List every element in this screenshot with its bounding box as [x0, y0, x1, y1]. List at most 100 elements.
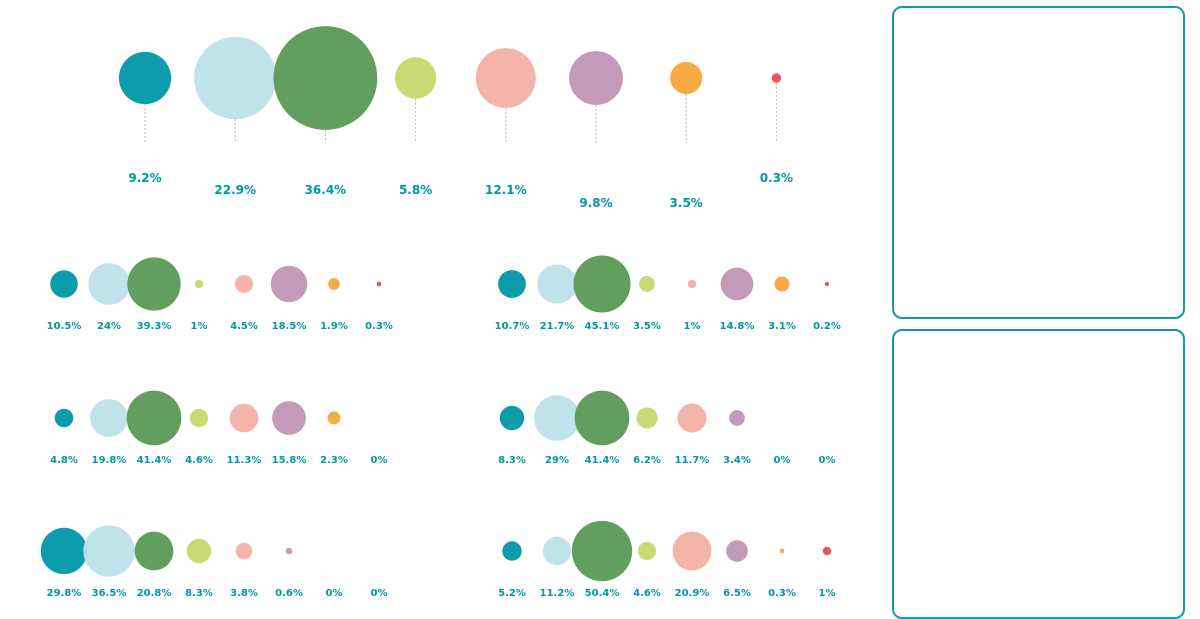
- small-bubble: [272, 401, 306, 435]
- main-bubble: [670, 61, 703, 95]
- bubble-chart-svg: 9.2% 22.9% 36.4% 5.8% 12.1% 9.8% 3.5% 0.3% 10.5%…: [40, 26, 841, 599]
- small-bubble-label: 1%: [684, 321, 701, 332]
- small-bubble: [83, 525, 135, 577]
- small-bubble: [774, 276, 790, 292]
- main-bubble-label: 5.8%: [399, 183, 432, 197]
- small-bubble-label: 4.6%: [633, 588, 661, 599]
- main-bubble-label: 0.3%: [760, 171, 793, 185]
- small-bubble-label: 6.2%: [633, 455, 661, 466]
- small-bubble-label: 36.5%: [92, 588, 127, 599]
- small-bubble: [779, 548, 785, 554]
- small-bubble: [639, 276, 655, 292]
- small-bubble: [285, 547, 293, 555]
- small-bubble-label: 50.4%: [585, 588, 620, 599]
- small-bubble: [498, 270, 526, 298]
- info-panel-top: [892, 6, 1185, 319]
- small-bubble: [54, 408, 74, 428]
- small-bubble: [327, 411, 341, 425]
- small-bubble-label: 5.2%: [498, 588, 526, 599]
- small-bubble: [502, 541, 522, 561]
- main-bubble: [394, 57, 437, 99]
- small-bubble-label: 3.5%: [633, 321, 661, 332]
- small-bubble-label: 4.6%: [185, 455, 213, 466]
- main-bubble-label: 9.8%: [579, 196, 612, 210]
- small-bubble: [574, 390, 630, 446]
- small-bubble-label: 3.1%: [768, 321, 796, 332]
- small-bubble-label: 45.1%: [585, 321, 620, 332]
- small-multiple-5: 29.8% 36.5% 20.8% 8.3% 3.8% 0.6% 0% 0%: [40, 525, 388, 599]
- main-bubble: [475, 48, 536, 108]
- small-bubble-label: 10.5%: [47, 321, 82, 332]
- small-bubble: [720, 267, 754, 301]
- small-bubble-label: 2.3%: [320, 455, 348, 466]
- small-multiple-6: 5.2% 11.2% 50.4% 4.6% 20.9% 6.5% 0.3% 1%: [498, 520, 835, 599]
- small-bubble-label: 3.4%: [723, 455, 751, 466]
- small-bubble-label: 0%: [774, 455, 791, 466]
- small-bubble: [270, 265, 308, 303]
- small-bubble: [40, 527, 88, 575]
- small-bubble: [186, 538, 212, 564]
- small-bubble: [677, 403, 707, 433]
- small-bubble: [234, 274, 254, 294]
- small-bubble-label: 21.7%: [540, 321, 575, 332]
- small-bubble-label: 8.3%: [185, 588, 213, 599]
- main-bubble: [273, 26, 378, 130]
- main-bubble-label: 22.9%: [214, 183, 256, 197]
- chart-stage: 9.2% 22.9% 36.4% 5.8% 12.1% 9.8% 3.5% 0.3% 10.5%…: [40, 6, 1185, 619]
- small-bubble-label: 0.6%: [275, 588, 303, 599]
- main-bubble: [194, 36, 277, 120]
- small-bubble-label: 6.5%: [723, 588, 751, 599]
- small-bubble-label: 20.8%: [137, 588, 172, 599]
- small-bubble-label: 0.2%: [813, 321, 841, 332]
- small-bubble-label: 15.8%: [272, 455, 307, 466]
- small-bubble: [573, 255, 631, 313]
- small-bubble: [126, 390, 182, 446]
- small-bubble-label: 11.7%: [675, 455, 710, 466]
- small-bubble-label: 29%: [545, 455, 569, 466]
- small-bubble-label: 24%: [97, 321, 121, 332]
- small-bubble-label: 0%: [371, 455, 388, 466]
- small-multiple-1: 10.5% 24% 39.3% 1% 4.5% 18.5% 1.9% 0.3%: [47, 257, 393, 332]
- small-bubble: [328, 278, 340, 290]
- small-bubble: [534, 395, 580, 441]
- small-bubble-label: 0%: [819, 455, 836, 466]
- small-bubble: [88, 263, 130, 305]
- small-bubble-label: 0%: [326, 588, 343, 599]
- info-panel-bottom: [892, 329, 1185, 619]
- small-bubble-label: 29.8%: [47, 588, 82, 599]
- small-bubble-label: 11.2%: [540, 588, 575, 599]
- main-bubble-label: 3.5%: [670, 196, 703, 210]
- main-bubble-label: 36.4%: [305, 183, 347, 197]
- small-bubble: [542, 536, 572, 566]
- main-bubble-label: 12.1%: [485, 183, 527, 197]
- small-bubble-label: 4.8%: [50, 455, 78, 466]
- small-multiple-4: 8.3% 29% 41.4% 6.2% 11.7% 3.4% 0% 0%: [498, 390, 836, 466]
- main-bubble-label: 9.2%: [128, 171, 161, 185]
- small-bubble: [726, 540, 748, 562]
- small-bubble: [637, 541, 657, 561]
- small-bubble: [571, 520, 633, 582]
- main-bubble-row: 9.2% 22.9% 36.4% 5.8% 12.1% 9.8% 3.5% 0.3%: [118, 26, 793, 210]
- small-bubble-label: 0%: [371, 588, 388, 599]
- small-bubble-label: 41.4%: [585, 455, 620, 466]
- small-bubble: [376, 281, 382, 287]
- small-multiple-2: 10.7% 21.7% 45.1% 3.5% 1% 14.8% 3.1% 0.2%: [495, 255, 841, 332]
- small-bubble: [672, 531, 712, 571]
- small-bubble-label: 1.9%: [320, 321, 348, 332]
- small-bubble: [229, 403, 259, 433]
- small-bubble-label: 0.3%: [768, 588, 796, 599]
- small-bubble: [189, 408, 209, 428]
- small-bubble-label: 19.8%: [92, 455, 127, 466]
- small-bubble: [90, 399, 128, 437]
- small-bubble: [537, 264, 577, 304]
- small-bubble-label: 8.3%: [498, 455, 526, 466]
- main-bubble: [771, 73, 782, 83]
- small-bubble: [824, 281, 830, 287]
- small-bubble: [636, 407, 658, 429]
- small-bubble-label: 10.7%: [495, 321, 530, 332]
- main-bubble: [569, 51, 623, 105]
- small-bubble: [729, 410, 745, 426]
- small-bubble-label: 0.3%: [365, 321, 393, 332]
- small-bubble: [499, 405, 525, 431]
- small-bubble: [127, 257, 181, 311]
